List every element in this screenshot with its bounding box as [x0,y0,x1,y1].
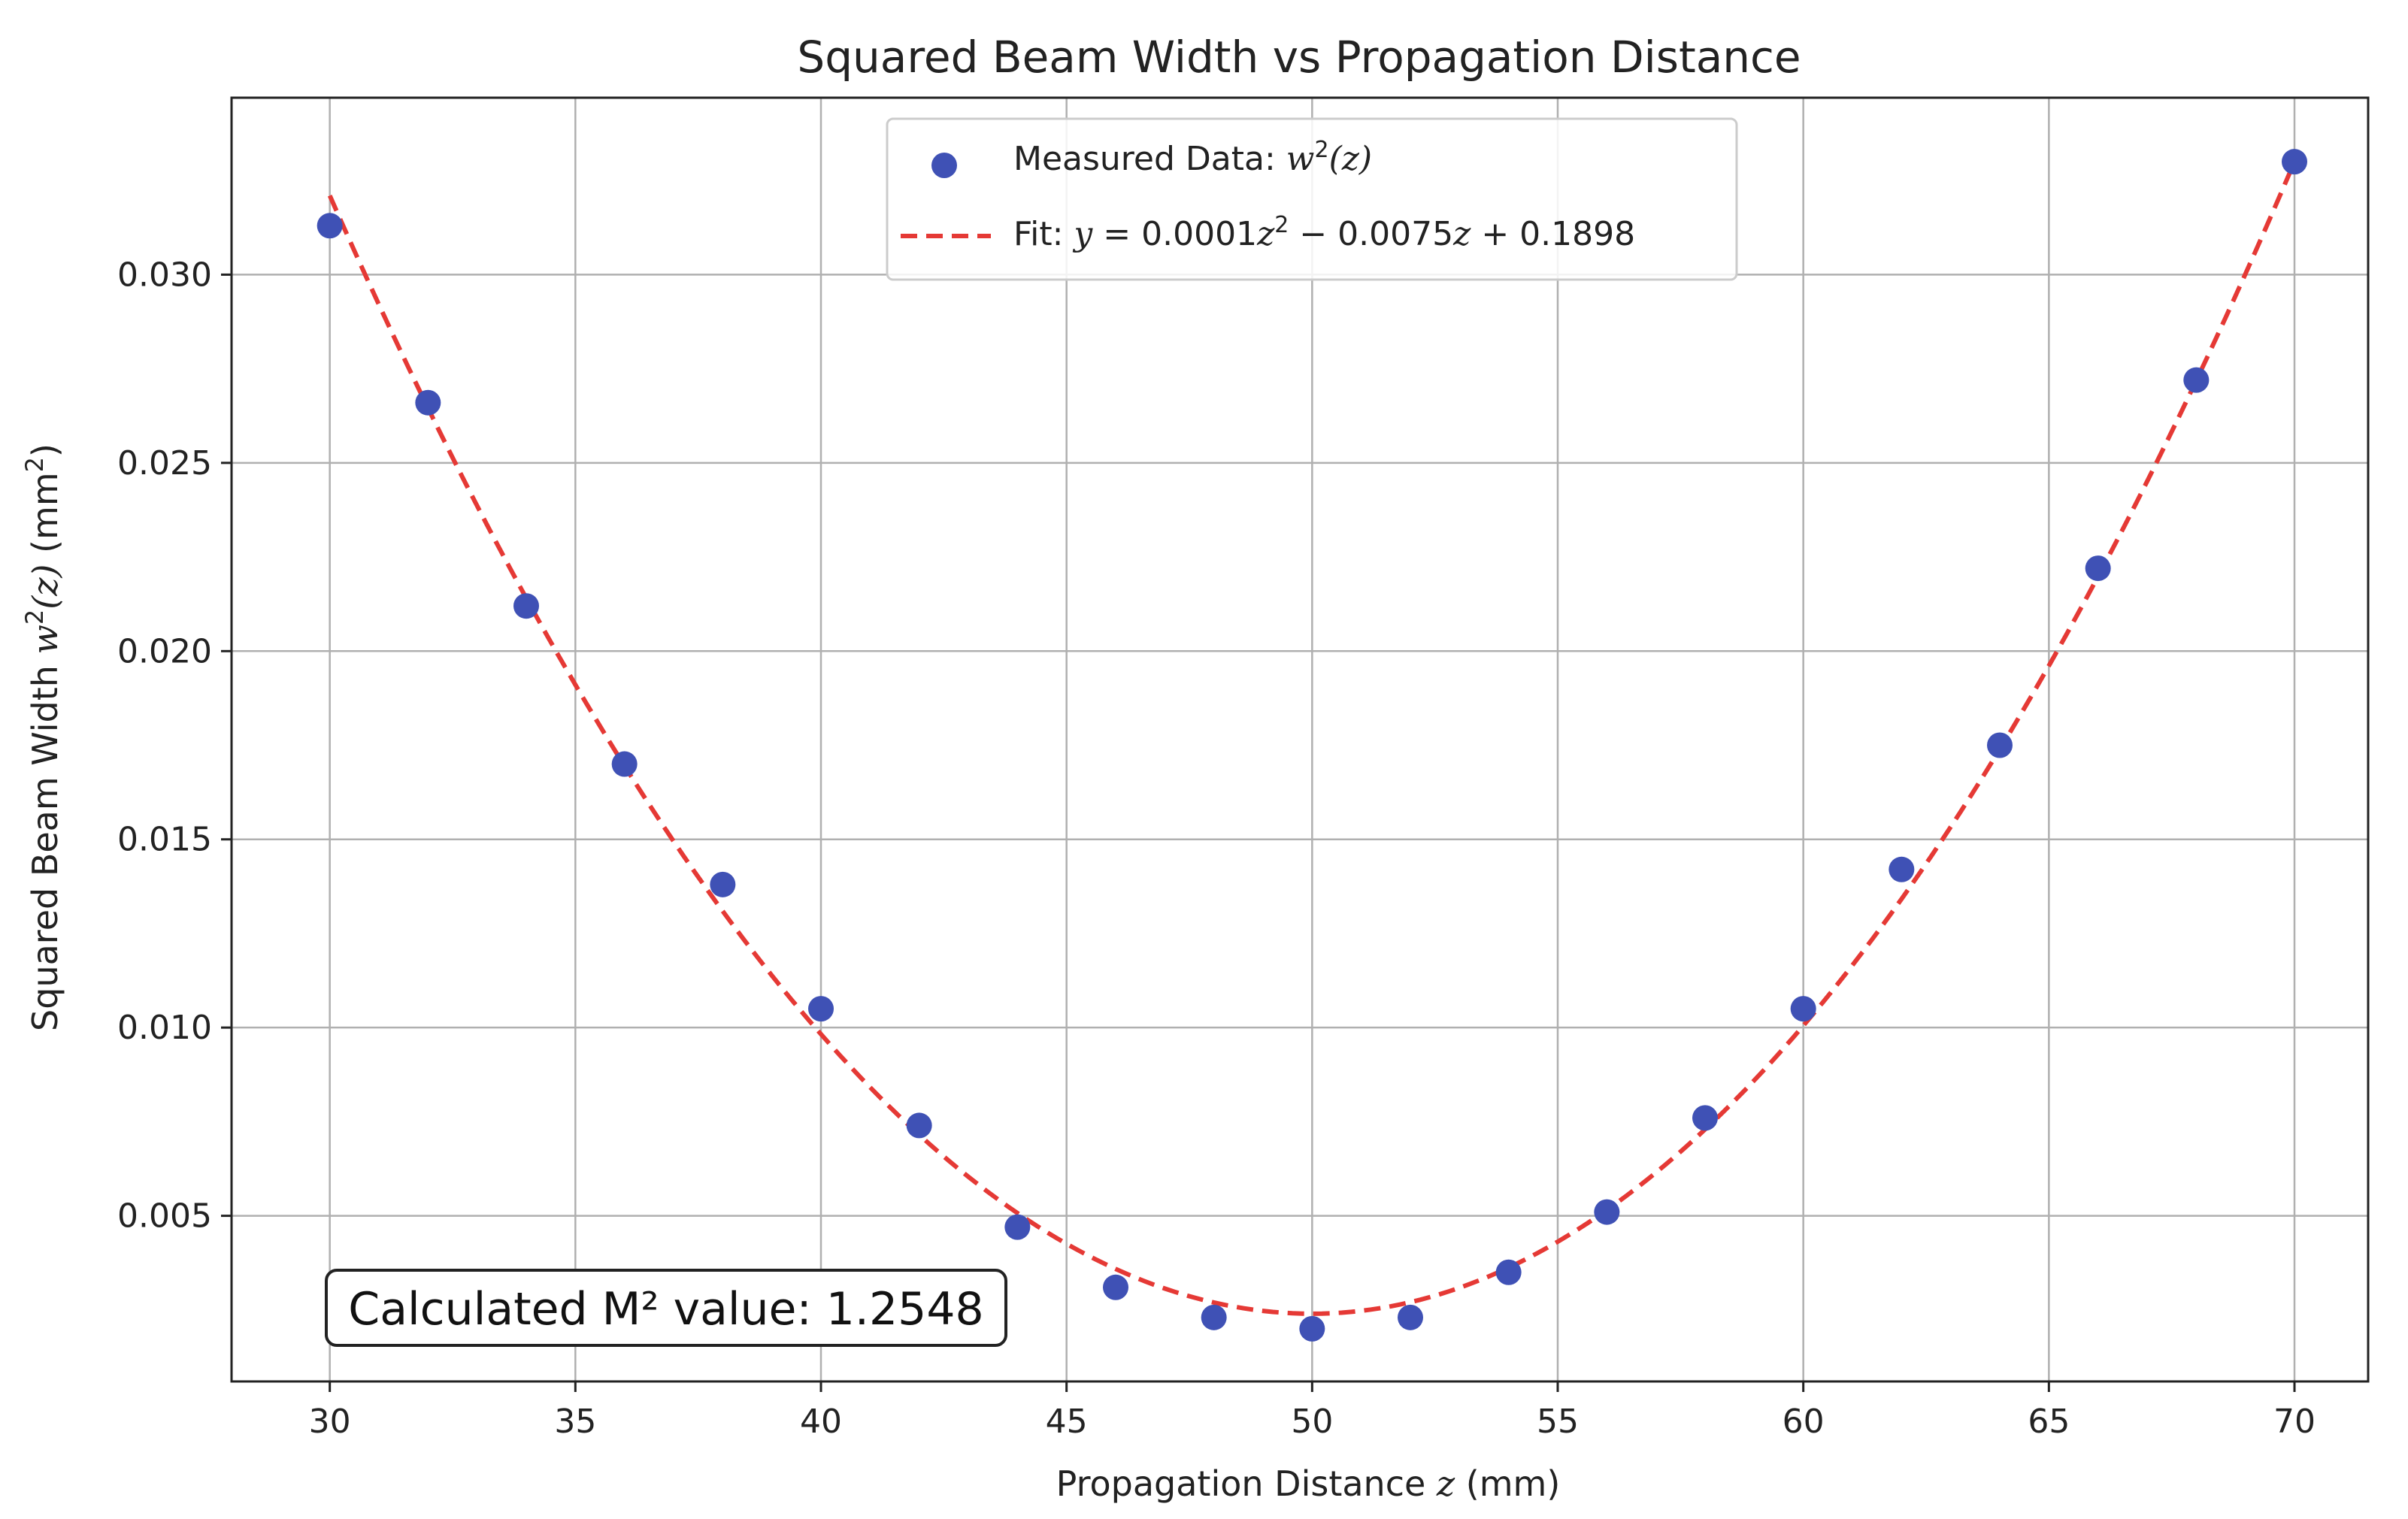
data-point [1299,1315,1325,1342]
x-tick-label: 50 [1291,1403,1333,1441]
x-tick-label: 70 [2273,1403,2316,1441]
data-point [2282,149,2307,175]
x-axis-ticks: 30 35 40 45 50 55 60 65 70 [309,1381,2316,1441]
x-tick-label: 65 [2028,1403,2070,1441]
data-point [317,213,343,239]
y-tick-label: 0.030 [117,256,212,294]
y-tick-label: 0.025 [117,444,212,483]
data-point [1398,1304,1423,1330]
x-tick-label: 45 [1046,1403,1088,1441]
data-point [2085,555,2111,582]
x-axis-label: Propagation Distance z (mm) [1056,1463,1561,1504]
plot-frame [230,96,2370,1383]
legend: Measured Data: w2(z) Fit: y = 0.0001z2 −… [886,117,1738,281]
data-point [1692,1105,1718,1131]
data-point [1004,1214,1031,1240]
data-point [1790,996,1816,1022]
x-tick-label: 55 [1537,1403,1579,1441]
data-point [611,751,638,777]
y-tick-label: 0.010 [117,1009,212,1047]
data-points-layer [317,149,2307,1342]
annotation-text: Calculated M² value: 1.2548 [348,1283,983,1336]
x-tick-label: 60 [1783,1403,1825,1441]
y-tick-label: 0.005 [117,1197,212,1236]
y-axis-ticks: 0.005 0.010 0.015 0.020 0.025 0.030 [117,256,232,1236]
fit-curve [327,160,2297,1316]
x-tick-label: 40 [800,1403,842,1441]
data-point [513,593,539,619]
data-point [1495,1259,1522,1285]
y-tick-label: 0.020 [117,632,212,670]
legend-label-fit: Fit: y = 0.0001z2 − 0.0075z + 0.1898 [1013,212,1635,254]
data-point [1889,856,1915,882]
data-point [2183,367,2210,393]
legend-label-measured: Measured Data: w2(z) [1013,137,1372,179]
fit-curve-layer [327,160,2297,1316]
data-point [906,1112,932,1139]
data-point [1594,1199,1620,1225]
x-tick-label: 30 [309,1403,351,1441]
data-point [1103,1274,1128,1300]
annotation: Calculated M² value: 1.2548 [325,1269,1007,1347]
x-tick-label: 35 [554,1403,596,1441]
data-point [415,389,441,416]
data-point [808,996,834,1022]
legend-marker-measured [931,153,957,178]
annotation-box [325,1269,1007,1347]
data-point [1201,1304,1227,1330]
chart-title: Squared Beam Width vs Propagation Distan… [797,32,1801,83]
data-point [1987,732,2013,758]
y-tick-label: 0.015 [117,821,212,859]
data-point [710,871,736,897]
y-axis-label: Squared Beam Width w2(z) (mm2) [20,443,65,1031]
legend-box [886,117,1738,281]
